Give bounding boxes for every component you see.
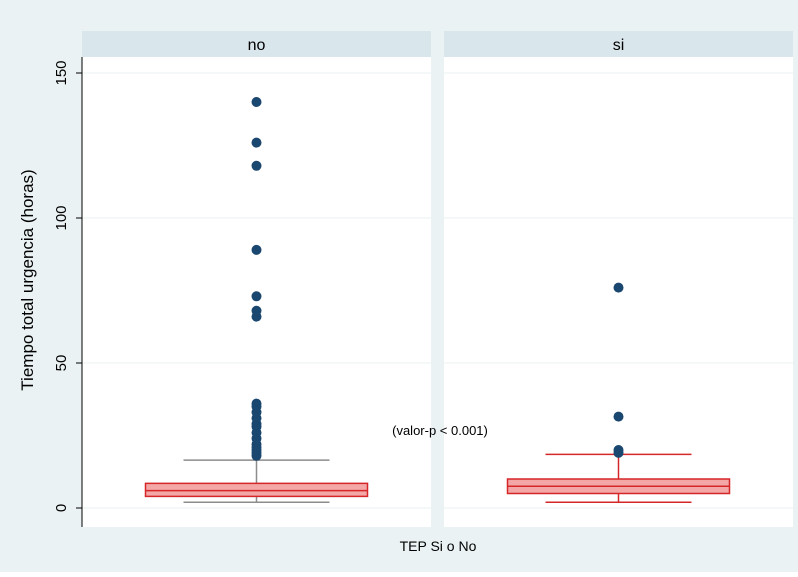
panel-no: no (82, 31, 431, 527)
outlier-point (251, 97, 262, 107)
outlier-point (251, 398, 262, 409)
p-value-annotation: (valor-p < 0.001) (392, 423, 488, 438)
y-axis: 0 50 100 150 (53, 57, 83, 527)
outlier-point (251, 244, 262, 255)
outlier-point (613, 282, 624, 293)
panel-strip (82, 31, 431, 57)
panel-strip (444, 31, 793, 57)
outlier-point (613, 445, 624, 455)
panels: no si (82, 31, 793, 527)
x-axis-label: TEP Si o No (400, 538, 477, 554)
outlier-point (251, 305, 262, 316)
y-axis-label: Tiempo total urgencia (horas) (18, 169, 37, 390)
y-tick-label: 100 (53, 205, 70, 230)
outlier-point (613, 411, 624, 422)
outlier-point (251, 291, 262, 302)
panel-strip-label: no (248, 37, 266, 54)
outlier-point (251, 137, 262, 148)
y-tick-label: 150 (53, 60, 70, 85)
panel-strip-label: si (613, 37, 625, 54)
y-tick-label: 0 (53, 504, 70, 512)
y-tick-label: 50 (53, 355, 70, 372)
outlier-point (251, 160, 262, 171)
panel-si: si (444, 31, 793, 527)
